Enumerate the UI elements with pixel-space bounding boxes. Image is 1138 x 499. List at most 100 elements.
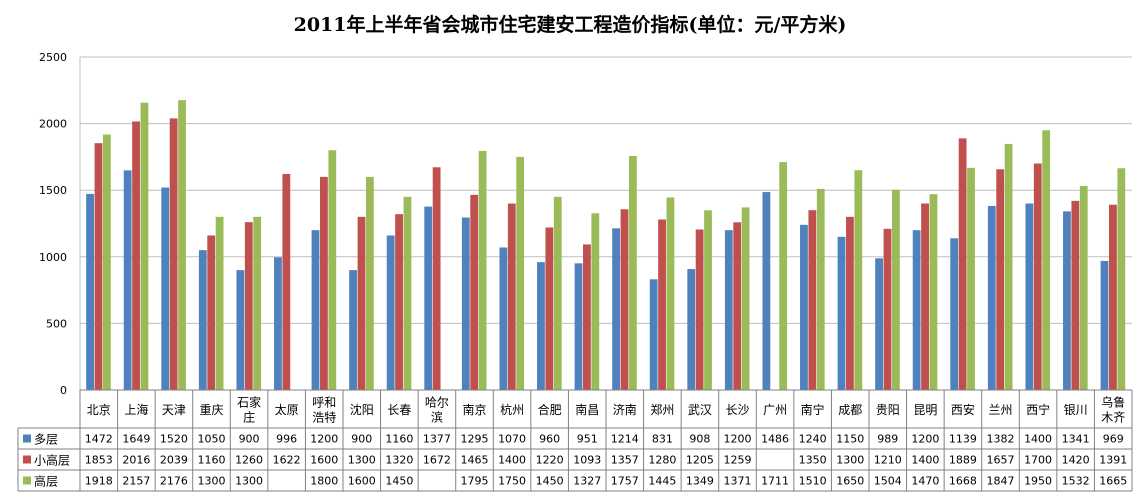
data-label: 1400	[1024, 433, 1052, 446]
data-label: 1800	[310, 475, 338, 488]
data-label: 1320	[385, 454, 413, 467]
bar-多层-太原	[274, 257, 282, 390]
bar-小高层-长沙	[733, 222, 742, 390]
data-label: 1371	[724, 475, 752, 488]
data-label: 1795	[461, 475, 489, 488]
y-tick-label: 0	[60, 384, 67, 397]
legend-label: 小高层	[34, 453, 70, 468]
data-label: 900	[351, 433, 372, 446]
category-label: 广州	[763, 403, 787, 417]
data-label: 1532	[1062, 475, 1090, 488]
bar-多层-武汉	[687, 269, 696, 390]
bar-多层-西安	[950, 238, 959, 390]
bar-高层-武汉	[704, 210, 712, 390]
bar-多层-兰州	[987, 205, 996, 390]
data-label: 1259	[724, 454, 752, 467]
bar-多层-重庆	[198, 250, 207, 390]
bar-多层-济南	[612, 228, 620, 390]
category-label: 浩特	[312, 410, 336, 425]
data-label: 1300	[836, 454, 864, 467]
bar-多层-石家庄	[236, 270, 245, 390]
bar-小高层-沈阳	[357, 216, 366, 390]
data-label: 1420	[1062, 454, 1090, 467]
bar-多层-长沙	[724, 230, 733, 390]
bar-多层-昆明	[912, 230, 921, 390]
bar-高层-西宁	[1042, 130, 1051, 390]
category-label: 兰州	[988, 403, 1012, 417]
data-label: 900	[239, 433, 260, 446]
data-label: 1139	[949, 433, 977, 446]
bar-多层-南京	[461, 217, 470, 390]
category-label: 南昌	[575, 402, 599, 417]
data-label: 1520	[160, 433, 188, 446]
legend-key-多层	[23, 434, 31, 443]
data-label: 1350	[799, 454, 827, 467]
bar-高层-长春	[403, 196, 412, 390]
y-tick-label: 2000	[39, 118, 67, 131]
bar-小高层-成都	[846, 216, 854, 390]
bar-高层-重庆	[215, 216, 224, 390]
data-label: 1950	[1024, 475, 1052, 488]
data-label: 1391	[1099, 454, 1127, 467]
data-label: 1300	[198, 475, 226, 488]
data-label: 1450	[536, 475, 564, 488]
bar-多层-银川	[1063, 211, 1071, 390]
category-label: 木齐	[1101, 410, 1125, 425]
bar-小高层-天津	[169, 118, 178, 390]
category-label: 济南	[613, 402, 637, 417]
data-label: 1472	[85, 433, 113, 446]
bar-小高层-西安	[958, 138, 967, 390]
bar-小高层-西宁	[1033, 163, 1042, 390]
data-label: 1280	[648, 454, 676, 467]
bar-小高层-郑州	[658, 219, 666, 390]
category-label: 乌鲁	[1101, 395, 1125, 410]
bar-高层-上海	[140, 102, 149, 391]
bar-小高层-哈尔滨	[432, 167, 441, 390]
data-label: 1757	[611, 475, 639, 488]
category-label: 成都	[838, 403, 862, 417]
bar-多层-南昌	[574, 263, 583, 390]
bar-多层-北京	[86, 193, 94, 390]
category-label: 天津	[162, 403, 186, 417]
category-label: 北京	[87, 403, 111, 417]
data-label: 1400	[911, 454, 939, 467]
data-label: 1668	[949, 475, 977, 488]
category-label: 呼和	[312, 396, 336, 410]
category-label: 合肥	[538, 402, 562, 417]
data-label: 1672	[423, 454, 451, 467]
bar-多层-合肥	[537, 262, 545, 390]
bar-多层-长春	[386, 235, 395, 390]
bar-多层-成都	[837, 236, 846, 390]
bar-多层-广州	[762, 192, 771, 390]
category-label: 杭州	[500, 402, 524, 417]
legend-label: 高层	[34, 474, 58, 489]
chart-title: 2011年上半年省会城市住宅建安工程造价指标(单位：元/平方米)	[294, 13, 847, 36]
category-label: 上海	[124, 402, 148, 417]
bar-小高层-贵阳	[883, 228, 892, 390]
data-label: 1649	[122, 433, 150, 446]
data-label: 1470	[911, 475, 939, 488]
data-label: 1377	[423, 433, 451, 446]
data-label: 1260	[235, 454, 263, 467]
bar-小高层-北京	[94, 143, 103, 390]
bar-高层-天津	[178, 100, 186, 390]
bar-小高层-石家庄	[244, 222, 253, 390]
category-label: 武汉	[688, 403, 712, 417]
bar-高层-成都	[854, 170, 863, 390]
category-label: 长春	[387, 403, 411, 417]
data-label: 960	[539, 433, 560, 446]
category-label: 哈尔	[425, 395, 449, 410]
data-label: 1889	[949, 454, 977, 467]
data-label: 1295	[461, 433, 489, 446]
bar-高层-乌鲁木齐	[1117, 168, 1126, 390]
legend-label: 多层	[34, 433, 58, 447]
data-label: 1504	[874, 475, 902, 488]
bar-小高层-南昌	[583, 244, 591, 390]
data-label: 1093	[573, 454, 601, 467]
bar-小高层-乌鲁木齐	[1109, 204, 1117, 390]
category-label: 庄	[243, 410, 255, 425]
data-label: 996	[276, 433, 297, 446]
bar-小高层-武汉	[695, 229, 704, 390]
